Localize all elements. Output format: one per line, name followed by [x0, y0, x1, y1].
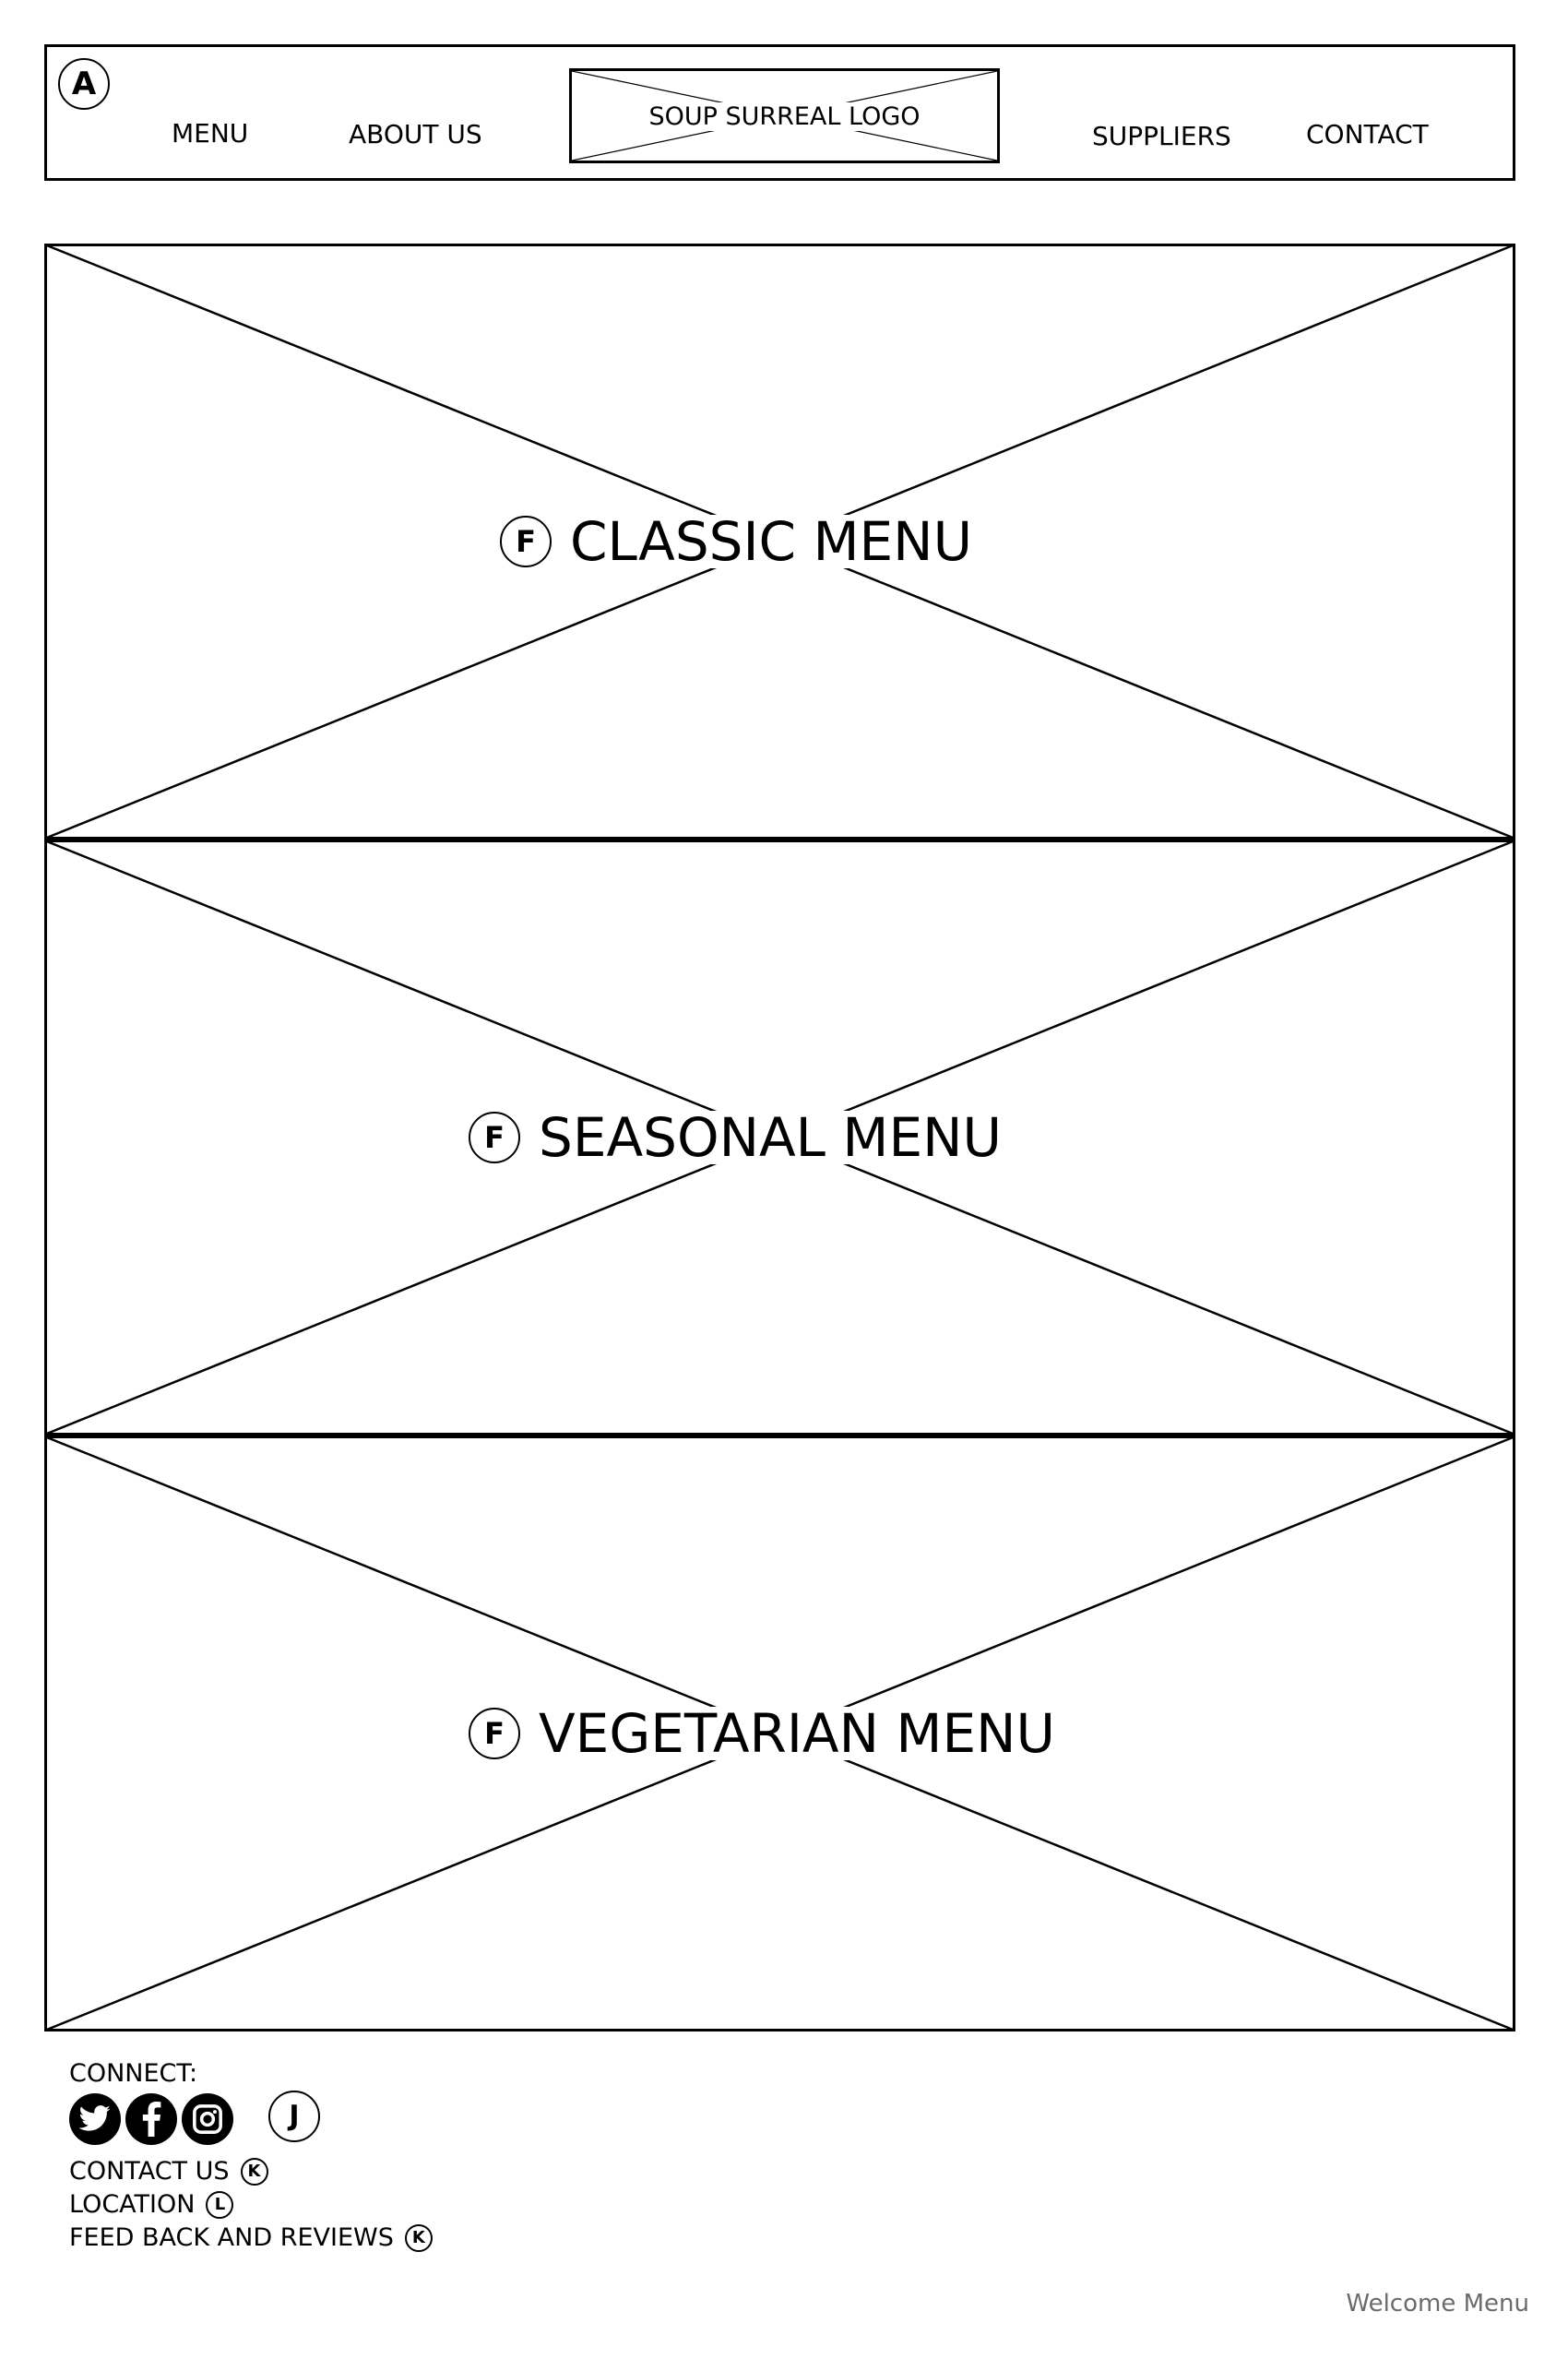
page-name-label: Welcome Menu — [1346, 2290, 1529, 2317]
footer-location-link[interactable]: LOCATION L — [69, 2190, 234, 2219]
facebook-f-glyph — [142, 2102, 161, 2137]
instagram-camera-glyph — [193, 2104, 222, 2134]
nav-menu-link[interactable]: MENU — [172, 118, 249, 149]
classic-menu-panel[interactable]: F CLASSIC MENU — [44, 244, 1515, 840]
connect-label: CONNECT: — [69, 2059, 198, 2088]
facebook-icon[interactable] — [125, 2093, 177, 2145]
vegetarian-menu-title: VEGETARIAN MENU — [535, 1707, 1059, 1760]
classic-menu-title: CLASSIC MENU — [566, 515, 977, 568]
footer-link-label: LOCATION — [69, 2190, 196, 2219]
vegetarian-menu-panel[interactable]: F VEGETARIAN MENU — [44, 1436, 1515, 2031]
logo-placeholder-label: SOUP SURREAL LOGO — [647, 102, 922, 131]
classic-menu-label: F CLASSIC MENU — [500, 244, 977, 840]
logo-placeholder[interactable]: SOUP SURREAL LOGO — [569, 68, 1000, 163]
nav-about-us-link[interactable]: ABOUT US — [349, 119, 482, 149]
nav-suppliers-link[interactable]: SUPPLIERS — [1092, 121, 1231, 151]
seasonal-menu-panel[interactable]: F SEASONAL MENU — [44, 840, 1515, 1436]
annotation-marker-k: K — [240, 2157, 268, 2186]
footer-link-label: CONTACT US — [69, 2157, 230, 2186]
footer-link-label: FEED BACK AND REVIEWS — [69, 2223, 394, 2252]
twitter-icon[interactable] — [69, 2093, 121, 2145]
seasonal-menu-title: SEASONAL MENU — [535, 1111, 1005, 1164]
annotation-marker-f: F — [469, 1112, 520, 1163]
footer-feedback-reviews-link[interactable]: FEED BACK AND REVIEWS K — [69, 2223, 433, 2252]
nav-contact-link[interactable]: CONTACT — [1306, 119, 1429, 149]
annotation-marker-j: J — [268, 2091, 320, 2142]
footer-contact-us-link[interactable]: CONTACT US K — [69, 2157, 268, 2186]
annotation-marker-a: A — [58, 58, 110, 110]
vegetarian-menu-label: F VEGETARIAN MENU — [469, 1436, 1059, 2031]
annotation-marker-f: F — [469, 1708, 520, 1759]
seasonal-menu-label: F SEASONAL MENU — [469, 840, 1005, 1436]
twitter-bird-glyph — [78, 2105, 111, 2131]
instagram-icon[interactable] — [182, 2093, 233, 2145]
annotation-marker-f: F — [500, 516, 552, 567]
annotation-marker-l: L — [206, 2190, 234, 2219]
annotation-marker-k: K — [404, 2223, 433, 2252]
site-header: A MENU ABOUT US SOUP SURREAL LOGO SUPPLI… — [44, 44, 1515, 181]
